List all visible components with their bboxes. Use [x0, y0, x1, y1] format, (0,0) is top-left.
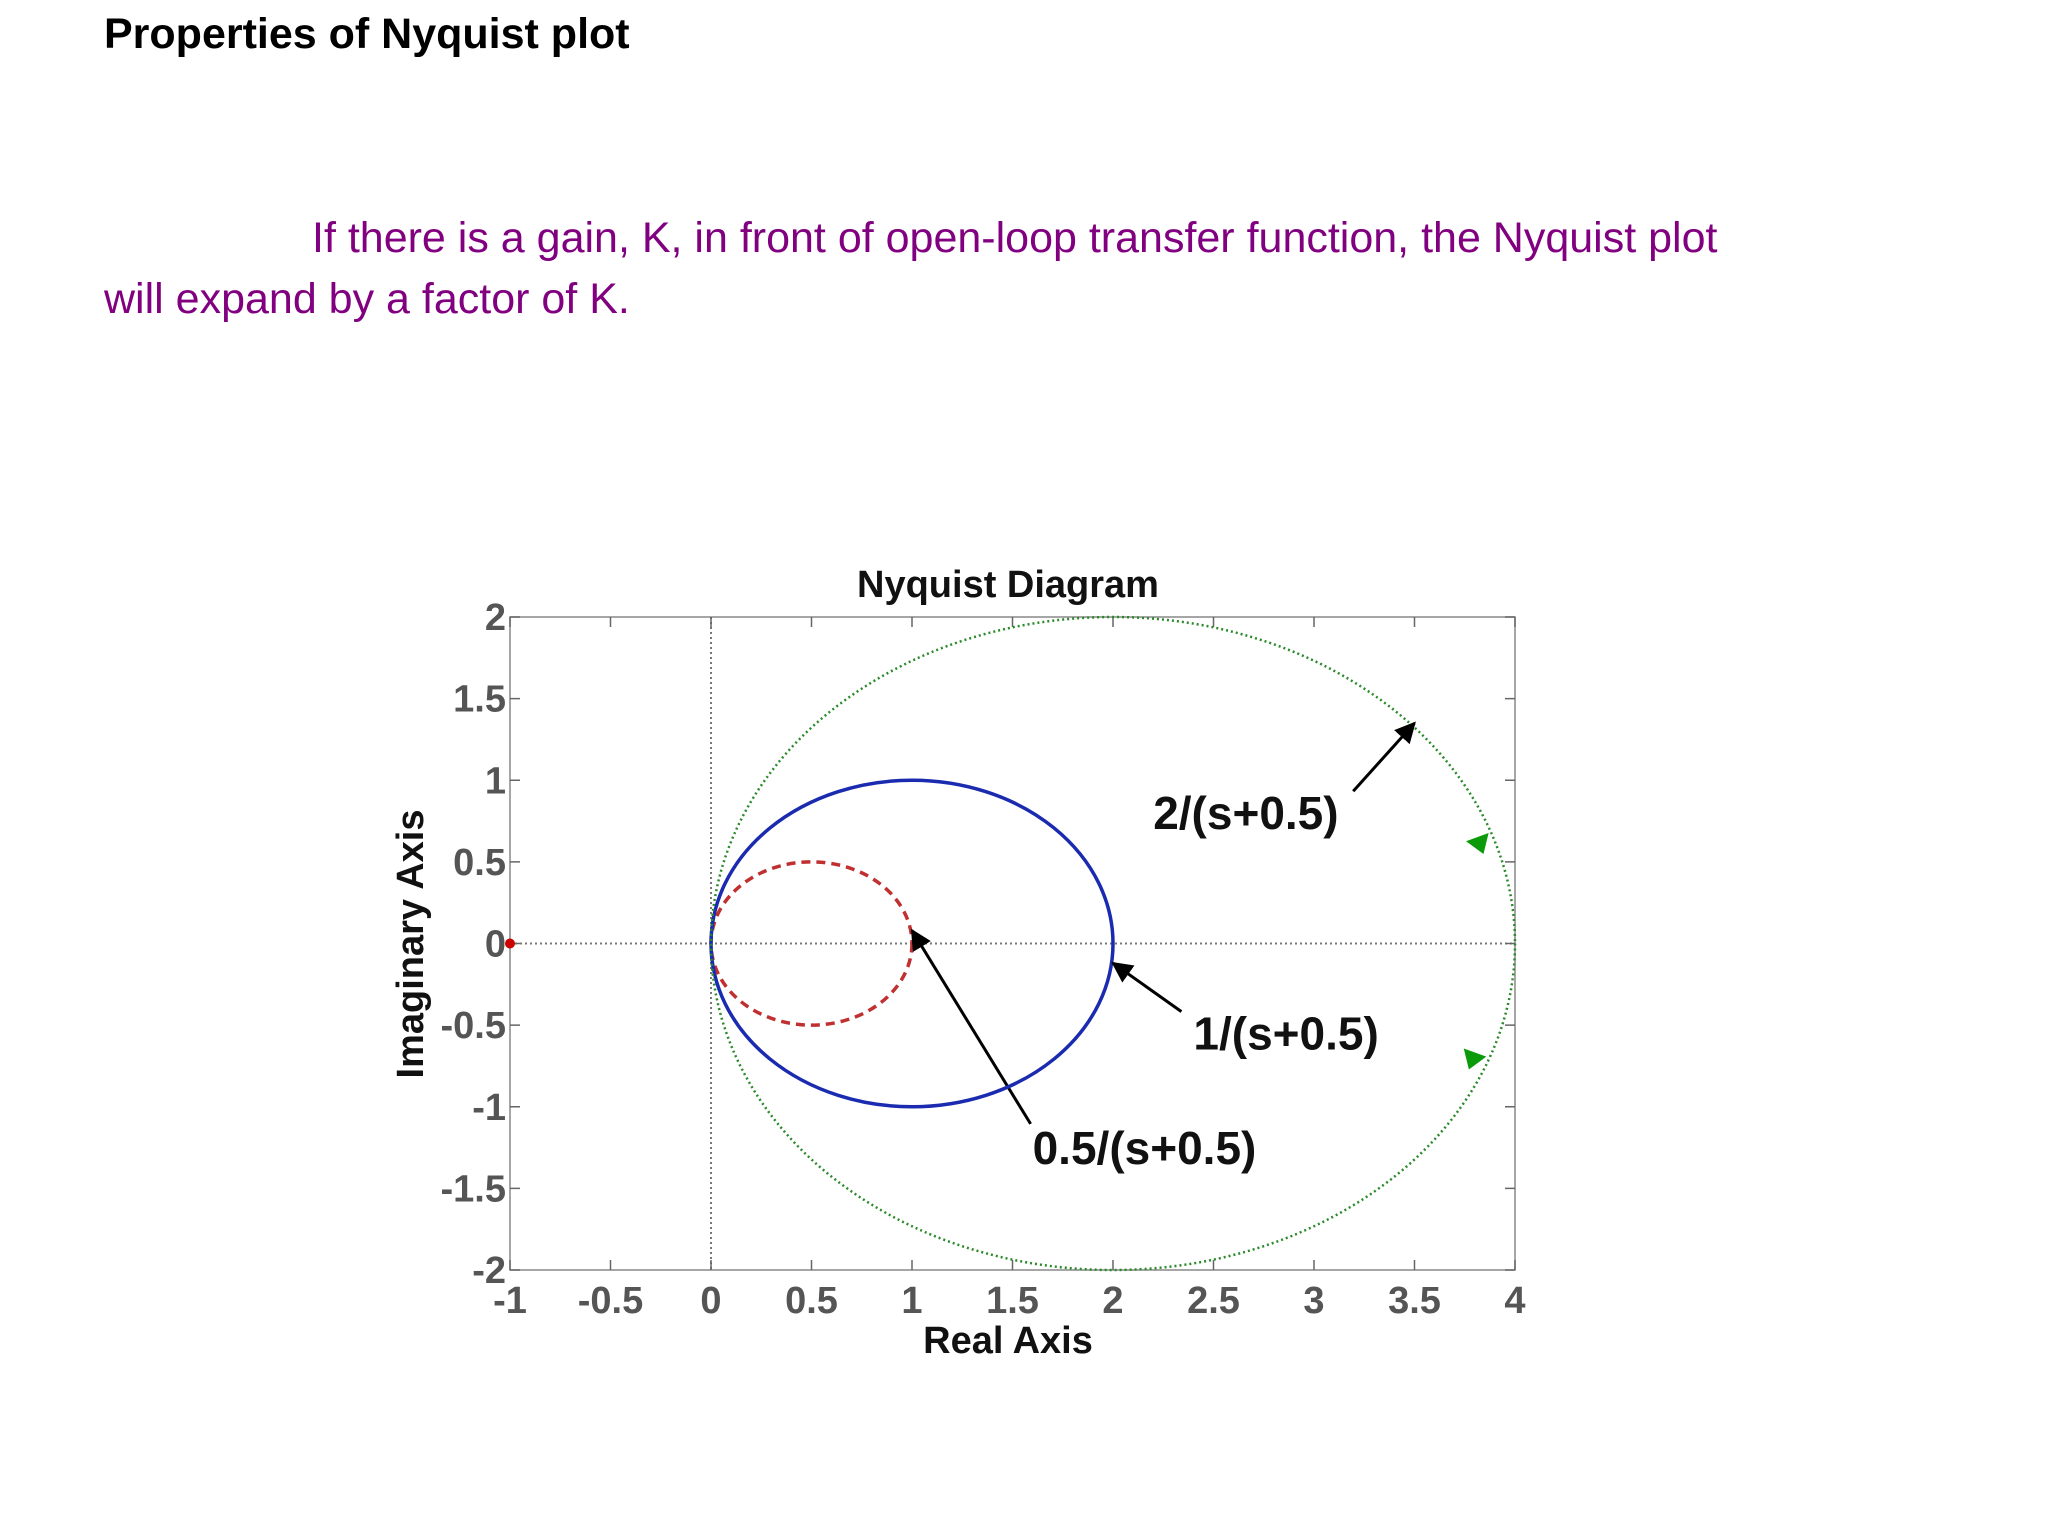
critical-point-marker	[505, 938, 515, 949]
direction-arrow-marker	[1463, 1048, 1487, 1070]
x-tick-label: 2	[1102, 1280, 1123, 1322]
y-tick-label: -2	[472, 1250, 506, 1292]
series-annotation-label: 0.5/(s+0.5)	[1033, 1122, 1257, 1174]
x-tick-label: 2.5	[1187, 1280, 1240, 1322]
body-line-2: will expand by a factor of K.	[104, 275, 630, 323]
series-annotation-label: 1/(s+0.5)	[1193, 1008, 1378, 1060]
x-tick-label: -0.5	[578, 1280, 643, 1322]
y-tick-label: 0	[485, 924, 506, 966]
x-tick-label: -1	[493, 1280, 527, 1322]
chart-title: Nyquist Diagram	[857, 564, 1159, 606]
y-tick-label: -1	[472, 1087, 506, 1129]
series-annotation-label: 2/(s+0.5)	[1153, 787, 1338, 839]
y-tick-label: -0.5	[441, 1005, 506, 1047]
slide-title: Properties of Nyquist plot	[104, 10, 630, 58]
x-tick-label: 1	[901, 1280, 922, 1322]
y-tick-label: 0.5	[453, 842, 506, 884]
x-axis-label: Real Axis	[923, 1320, 1093, 1362]
annotation-arrow	[1352, 721, 1416, 793]
x-tick-label: 3	[1303, 1280, 1324, 1322]
direction-arrow-marker	[1466, 832, 1489, 855]
annotation-arrow	[910, 928, 1032, 1125]
x-tick-label: 0.5	[785, 1280, 838, 1322]
annotation-arrow	[1111, 961, 1183, 1013]
x-tick-label: 1.5	[986, 1280, 1039, 1322]
y-axis-label: Imaginary Axis	[390, 810, 432, 1079]
y-tick-label: -1.5	[441, 1168, 506, 1210]
nyquist-curve-series-3	[709, 615, 1517, 1272]
body-line-1: If there is a gain, K, in front of open-…	[312, 214, 1718, 262]
y-tick-label: 2	[485, 597, 506, 639]
y-tick-label: 1.5	[453, 679, 506, 721]
x-tick-label: 3.5	[1388, 1280, 1441, 1322]
x-tick-label: 0	[700, 1280, 721, 1322]
slide-body-text: If there is a gain, K, in front of open-…	[104, 208, 1904, 330]
x-tick-label: 4	[1504, 1280, 1525, 1322]
y-tick-label: 1	[485, 760, 506, 802]
